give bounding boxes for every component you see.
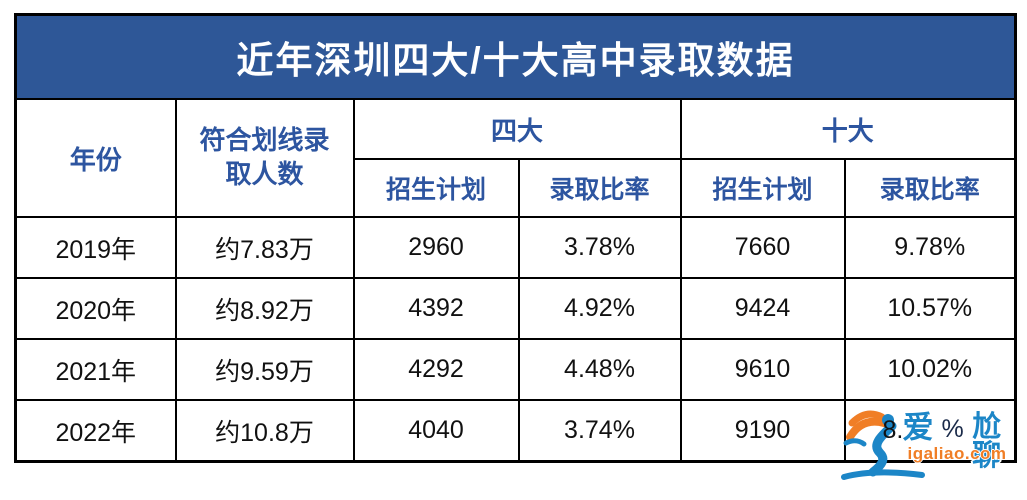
cell-big4-plan: 4292 [352,338,520,401]
watermark-brand-rest: 尬聊 [972,411,1002,472]
watermark: 8. 爱 % 尬聊 igaliao.com [840,401,1015,480]
col-header-qualified: 符合划线录 取人数 [174,98,355,218]
table-row-2021: 2021年 约9.59万 4292 4.48% 9610 10.02% [14,338,1017,401]
cell-year: 2022年 [14,399,177,463]
cell-year: 2019年 [14,216,177,279]
cell-qualified: 约7.83万 [174,216,355,279]
cell-big4-rate: 4.92% [517,277,682,340]
cell-big10-rate: 10.02% [843,338,1017,401]
table-row-2020: 2020年 约8.92万 4392 4.92% 9424 10.57% [14,277,1017,340]
cell-qualified: 约9.59万 [174,338,355,401]
col-group-big4: 四大 [352,98,682,160]
col-header-big4-rate: 录取比率 [517,158,682,218]
col-header-big10-plan: 招生计划 [679,158,846,218]
cell-big10-rate: 9.78% [843,216,1017,279]
cell-big4-plan: 4392 [352,277,520,340]
table-title: 近年深圳四大/十大高中录取数据 [14,13,1017,100]
cell-year: 2020年 [14,277,177,340]
cell-year: 2021年 [14,338,177,401]
cell-big4-rate: 3.78% [517,216,682,279]
col-header-big4-plan: 招生计划 [352,158,520,218]
cell-big10-rate-obscured: 8. 爱 % 尬聊 igaliao.com [840,399,1017,480]
cell-big10-plan: 9610 [679,338,846,401]
table-row-2022: 2022年 约10.8万 4040 3.74% 9190 [14,399,1017,480]
col-header-year: 年份 [14,98,177,218]
header-group-row: 年份 符合划线录 取人数 四大 十大 [14,98,1017,218]
col-group-big10: 十大 [679,98,1017,160]
admission-table: 近年深圳四大/十大高中录取数据 年份 符合划线录 取人数 四大 十大 招生计划 … [14,13,1017,480]
watermark-mascot-icon [840,410,925,480]
cell-big10-plan: 9424 [679,277,846,340]
table-row-2019: 2019年 约7.83万 2960 3.78% 7660 9.78% [14,216,1017,279]
title-row: 近年深圳四大/十大高中录取数据 [14,13,1017,100]
cell-big10-rate: 10.57% [843,277,1017,340]
cell-big4-plan: 2960 [352,216,520,279]
cell-big10-plan: 9190 [679,399,846,463]
cell-big4-rate: 3.74% [517,399,682,463]
cell-big4-rate: 4.48% [517,338,682,401]
col-header-big10-rate: 录取比率 [843,158,1017,218]
header-sub-row: 招生计划 录取比率 招生计划 录取比率 [16,158,1017,218]
cell-qualified: 约8.92万 [174,277,355,340]
cell-big10-plan: 7660 [679,216,846,279]
watermark-brand-char: 爱 [902,410,934,445]
watermark-domain: igaliao.com [907,444,1007,463]
cell-qualified: 约10.8万 [174,399,355,463]
obscured-rate-suffix: % [941,415,964,443]
cell-big4-plan: 4040 [352,399,520,463]
admission-table-container: 近年深圳四大/十大高中录取数据 年份 符合划线录 取人数 四大 十大 招生计划 … [14,13,1017,480]
obscured-rate-prefix: 8. [882,416,904,444]
